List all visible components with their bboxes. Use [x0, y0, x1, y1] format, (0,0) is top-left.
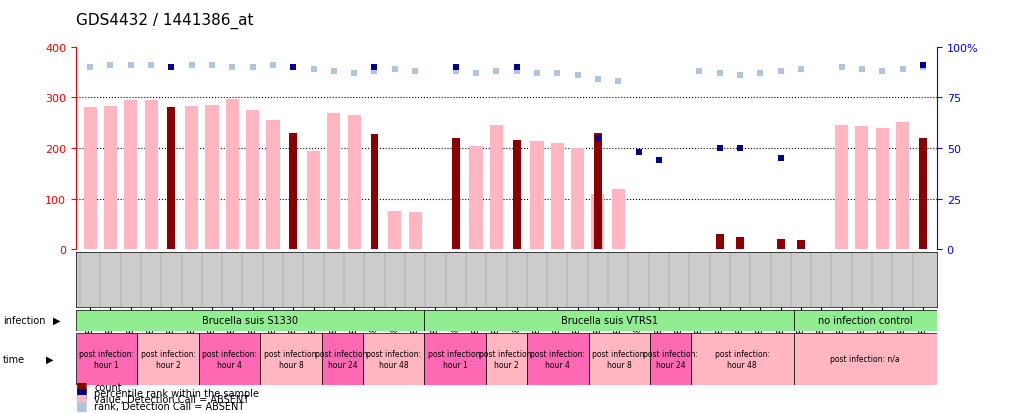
Bar	[260, 333, 322, 385]
Text: post infection:
hour 48: post infection: hour 48	[367, 349, 421, 369]
Text: ■: ■	[76, 398, 88, 411]
Bar	[322, 333, 363, 385]
Bar	[246, 111, 259, 250]
Bar	[104, 107, 118, 250]
Text: post infection:
hour 48: post infection: hour 48	[715, 349, 770, 369]
Bar	[307, 151, 320, 250]
Bar	[290, 133, 297, 250]
Bar	[855, 127, 868, 250]
Bar	[469, 146, 482, 250]
Bar	[489, 126, 502, 250]
Text: Brucella suis S1330: Brucella suis S1330	[203, 316, 298, 325]
Bar	[199, 333, 260, 385]
Text: GDS4432 / 1441386_at: GDS4432 / 1441386_at	[76, 12, 253, 28]
Bar	[513, 141, 521, 250]
Bar	[167, 108, 175, 250]
Bar	[571, 149, 585, 250]
Bar	[486, 333, 527, 385]
Text: rank, Detection Call = ABSENT: rank, Detection Call = ABSENT	[94, 401, 244, 411]
Bar	[875, 128, 888, 250]
Bar	[919, 139, 927, 250]
Bar	[452, 139, 460, 250]
Text: ■: ■	[76, 385, 88, 398]
Bar	[793, 333, 937, 385]
Bar	[589, 333, 650, 385]
Bar	[793, 310, 937, 331]
Bar	[797, 241, 805, 250]
Bar	[895, 123, 909, 250]
Text: time: time	[3, 354, 25, 364]
Text: post infection:
hour 1: post infection: hour 1	[427, 349, 483, 369]
Bar	[347, 116, 361, 250]
Bar	[206, 106, 219, 250]
Bar	[327, 113, 340, 250]
Text: post infection:
hour 2: post infection: hour 2	[479, 349, 534, 369]
Text: post infection:
hour 8: post infection: hour 8	[263, 349, 319, 369]
Bar	[125, 101, 138, 250]
Bar	[408, 213, 421, 250]
Bar	[777, 240, 785, 250]
Text: percentile rank within the sample: percentile rank within the sample	[94, 388, 259, 398]
Text: infection: infection	[3, 316, 46, 325]
Text: ▶: ▶	[46, 354, 53, 364]
Bar	[371, 135, 379, 250]
Bar	[424, 333, 486, 385]
Text: post infection:
hour 4: post infection: hour 4	[203, 349, 257, 369]
Bar	[594, 133, 602, 250]
Text: count: count	[94, 382, 122, 392]
Bar	[76, 333, 138, 385]
Bar	[716, 235, 723, 250]
Text: Brucella suis VTRS1: Brucella suis VTRS1	[560, 316, 657, 325]
Bar	[612, 189, 625, 250]
Bar	[363, 333, 424, 385]
Bar	[226, 100, 239, 250]
Text: ■: ■	[76, 379, 88, 392]
Bar	[531, 142, 544, 250]
Text: ▶: ▶	[53, 316, 60, 325]
Text: post infection:
hour 4: post infection: hour 4	[530, 349, 586, 369]
Text: value, Detection Call = ABSENT: value, Detection Call = ABSENT	[94, 394, 249, 404]
Text: post infection: n/a: post infection: n/a	[831, 355, 901, 363]
Bar	[835, 126, 848, 250]
Bar	[76, 310, 424, 331]
Bar	[592, 194, 605, 250]
Bar	[266, 121, 280, 250]
Bar	[185, 107, 199, 250]
Bar	[736, 237, 744, 250]
Text: no infection control: no infection control	[817, 316, 913, 325]
Bar	[84, 108, 97, 250]
Text: ■: ■	[76, 392, 88, 404]
Bar	[424, 310, 793, 331]
Bar	[551, 144, 564, 250]
Bar	[388, 212, 401, 250]
Bar	[691, 333, 793, 385]
Text: post infection:
hour 2: post infection: hour 2	[141, 349, 196, 369]
Text: post infection:
hour 24: post infection: hour 24	[315, 349, 370, 369]
Bar	[527, 333, 589, 385]
Text: post infection:
hour 8: post infection: hour 8	[592, 349, 646, 369]
Bar	[145, 101, 158, 250]
Bar	[138, 333, 199, 385]
Text: post infection:
hour 24: post infection: hour 24	[643, 349, 698, 369]
Bar	[650, 333, 691, 385]
Text: post infection:
hour 1: post infection: hour 1	[79, 349, 135, 369]
